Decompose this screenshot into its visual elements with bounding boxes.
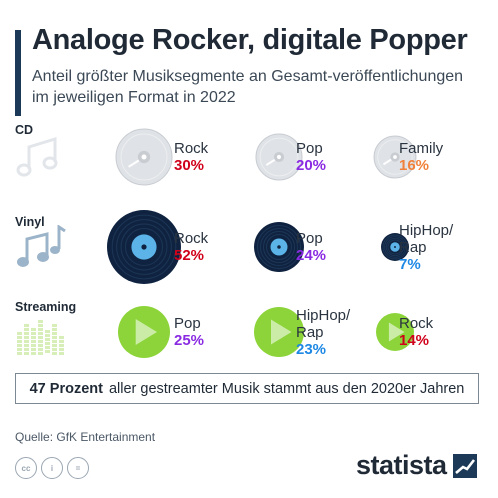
note-box: 47 Prozent aller gestreamter Musik stamm…: [15, 373, 479, 404]
segment-name: Rock: [399, 315, 434, 332]
segment-value: 24%: [296, 247, 327, 264]
segment-label-cd-2: Family 16%: [399, 140, 443, 174]
segment-label-cd-0: Rock 30%: [174, 140, 208, 174]
vinyl-mark-rock: [107, 210, 181, 284]
segment-value: 7%: [399, 255, 421, 273]
format-label-stream: Streaming: [15, 300, 77, 314]
cd-music-note-icon: [16, 136, 58, 177]
statista-logo: statista: [356, 450, 477, 481]
segment-label-vinyl-1: Pop 24%: [296, 230, 326, 264]
segment-label-vinyl-0: Rock 52%: [174, 230, 208, 264]
segment-label-stream-0: Pop 25%: [174, 315, 204, 349]
segment-name: Pop: [296, 230, 323, 247]
no-derivatives-icon: =: [67, 457, 89, 479]
segment-label-stream-2: Rock 14%: [399, 315, 433, 349]
segment-name: HipHop/ Rap: [399, 221, 454, 256]
equalizer-bars-icon: [17, 320, 64, 355]
cd-mark-family: [373, 135, 417, 179]
stream-mark-hiphoprap: [254, 307, 304, 357]
format-label-vinyl: Vinyl: [15, 215, 45, 229]
segment-name: Pop: [174, 315, 201, 332]
cd-mark-rock: [115, 128, 173, 186]
source-text: Quelle: GfK Entertainment: [15, 430, 156, 444]
segment-name: Rock: [174, 140, 209, 157]
segment-value: 52%: [174, 247, 205, 264]
segment-value: 23%: [296, 340, 327, 358]
segment-name: Family: [399, 140, 444, 157]
attribution-icon: i: [41, 457, 63, 479]
segment-value: 30%: [174, 157, 205, 174]
stream-mark-pop: [118, 306, 170, 358]
brand-name: statista: [356, 450, 447, 480]
note-text: aller gestreamter Musik stammt aus den 2…: [108, 380, 465, 397]
vinyl-mark-pop: [254, 222, 304, 272]
vinyl-music-note-icon: [17, 225, 66, 267]
segment-name: Rock: [174, 230, 209, 247]
segment-label-cd-1: Pop 20%: [296, 140, 326, 174]
chart-subtitle: Anteil größter Musiksegmente an Gesamt-v…: [32, 68, 464, 106]
segment-name: Pop: [296, 140, 323, 157]
stream-mark-rock: [376, 313, 414, 351]
license-icons: cc i =: [15, 457, 89, 479]
format-label-cd: CD: [15, 123, 34, 137]
segment-value: 20%: [296, 157, 327, 174]
cc-license-icon: cc: [15, 457, 37, 479]
accent-bar: [15, 30, 21, 116]
segment-value: 14%: [399, 332, 430, 349]
note-bold: 47 Prozent: [29, 380, 103, 397]
segment-value: 25%: [174, 332, 205, 349]
segment-name: HipHop/ Rap: [296, 306, 351, 341]
statista-mark-icon: [452, 453, 477, 478]
segment-value: 16%: [399, 157, 430, 174]
segment-label-stream-1: HipHop/ Rap 23%: [296, 307, 360, 358]
chart-title: Analoge Rocker, digitale Popper: [32, 24, 468, 56]
cd-mark-pop: [255, 133, 303, 181]
segment-label-vinyl-2: HipHop/ Rap 7%: [399, 222, 463, 273]
vinyl-mark-hiphoprap: [381, 233, 409, 261]
